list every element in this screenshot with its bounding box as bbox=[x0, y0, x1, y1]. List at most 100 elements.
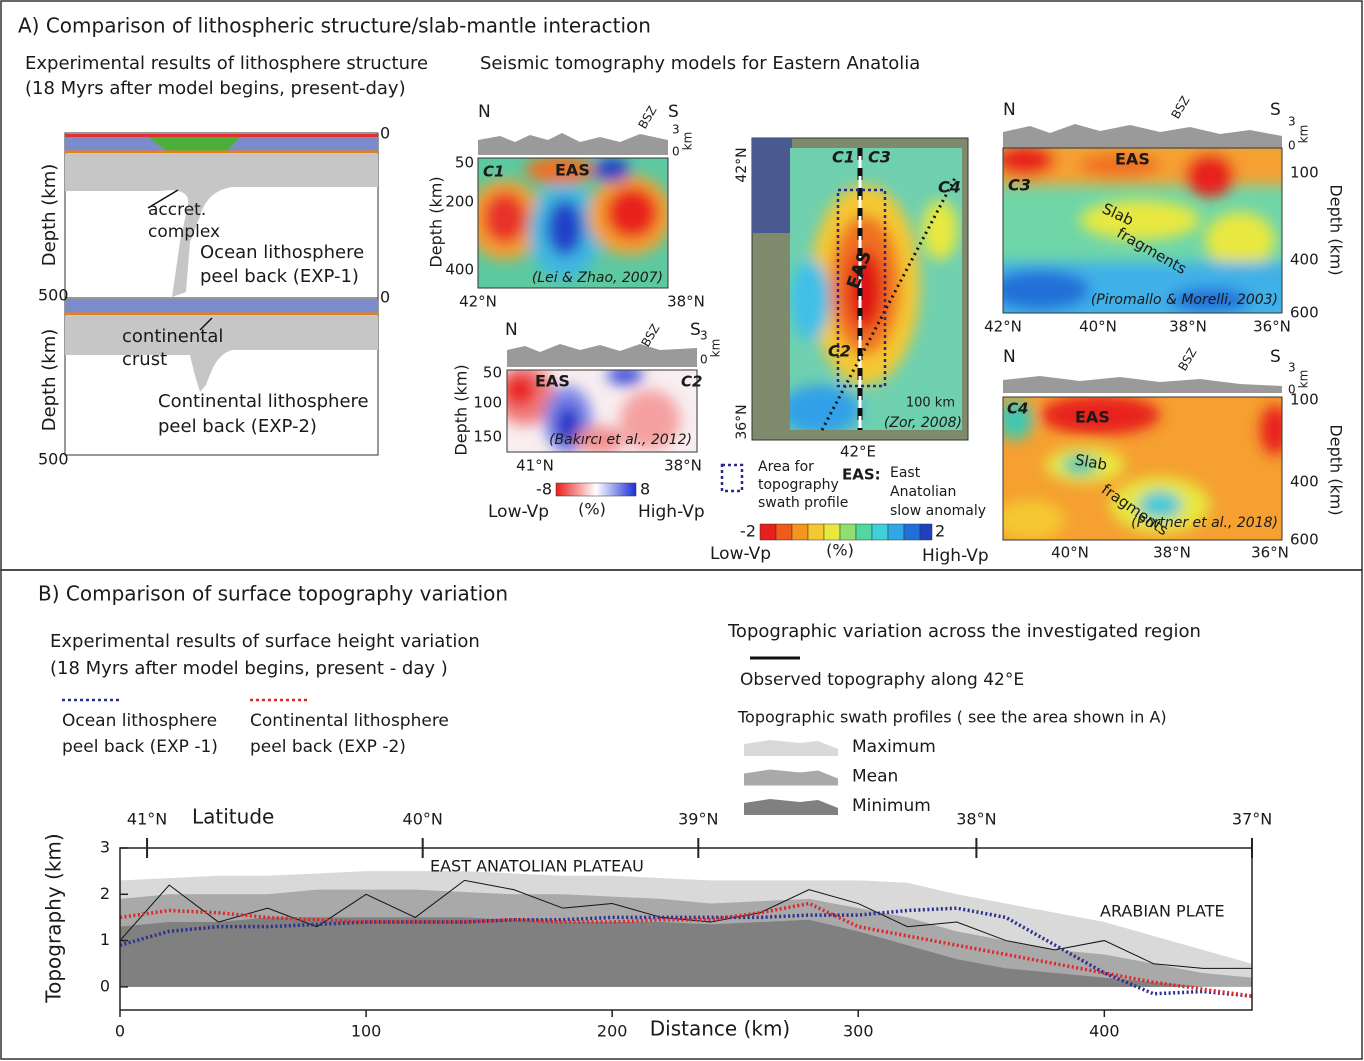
legend-title: Topographic variation across the investi… bbox=[727, 621, 1201, 642]
legend-swatch bbox=[744, 799, 838, 815]
tick-label: 42°E bbox=[840, 443, 876, 461]
annotation: BSZ bbox=[1169, 94, 1193, 122]
tick-label: 0 bbox=[380, 288, 390, 307]
tick-label: 42°N bbox=[984, 318, 1022, 336]
tick-label: 3 bbox=[700, 329, 708, 343]
colorbar-label: Low-Vp bbox=[488, 502, 549, 522]
tick-label: 36°N bbox=[734, 404, 750, 439]
tick-label: 38°N bbox=[667, 293, 705, 311]
panel-b-frame bbox=[0, 569, 1363, 1060]
legend-entry: Ocean lithosphere peel back (EXP -1) bbox=[62, 711, 218, 757]
tomography-c3 bbox=[1002, 124, 1283, 314]
legend-text: Continental lithosphere peel back (EXP -… bbox=[250, 711, 449, 757]
section-title: (18 Myrs after model begins, present-day… bbox=[25, 78, 406, 99]
profile-id: C4 bbox=[1007, 400, 1028, 418]
tick-label: 38°N bbox=[1153, 544, 1191, 562]
y-axis-title: Topography (km) bbox=[42, 833, 66, 1003]
annotation: accret. bbox=[148, 200, 206, 220]
legend-text: swath profile bbox=[758, 495, 848, 511]
tomography-c1 bbox=[477, 133, 669, 289]
section-title: Experimental results of lithosphere stru… bbox=[25, 53, 428, 74]
colorbar-label: High-Vp bbox=[638, 502, 705, 522]
x-tick-label: 200 bbox=[597, 1022, 628, 1041]
colorbar-label: 8 bbox=[640, 480, 650, 499]
y-tick-label: 1 bbox=[100, 930, 110, 949]
tick-label: 38°N bbox=[664, 457, 702, 475]
legend-text: slow anomaly bbox=[890, 503, 986, 519]
colorbar-label: 2 bbox=[935, 522, 945, 541]
section-title: (18 Myrs after model begins, present - d… bbox=[50, 658, 448, 679]
model-sketch bbox=[64, 132, 379, 456]
direction-label: S bbox=[1270, 347, 1281, 367]
legend-text: Mean bbox=[852, 767, 898, 787]
tick-label: 150 bbox=[473, 428, 502, 446]
annotation: BSZ bbox=[639, 322, 663, 350]
tick-label: 40°N bbox=[1079, 318, 1117, 336]
tick-label: 600 bbox=[1290, 531, 1319, 549]
plot-frame bbox=[119, 847, 1253, 1011]
colorbar-label: -8 bbox=[536, 480, 552, 499]
colorbar-label: -2 bbox=[740, 522, 756, 541]
axis-title: Latitude bbox=[192, 805, 274, 829]
section-title: Experimental results of surface height v… bbox=[50, 631, 480, 652]
legend-text: Observed topography along 42°E bbox=[740, 670, 1024, 690]
y-tick-label: 0 bbox=[100, 976, 110, 995]
colorbar-label: (%) bbox=[826, 541, 854, 560]
tick-label: 0 bbox=[672, 145, 680, 159]
source: (Bakırcı et al., 2012) bbox=[549, 432, 692, 448]
legend-text: Anatolian bbox=[890, 484, 956, 500]
annotation: complex bbox=[148, 222, 220, 242]
x2-tick-label: 40°N bbox=[403, 810, 443, 829]
profile-id: C2 bbox=[681, 373, 702, 391]
source: (Zor, 2008) bbox=[884, 415, 962, 431]
profile-id: C3 bbox=[868, 148, 891, 167]
tick-label: 400 bbox=[1290, 251, 1319, 269]
tomography-c4 bbox=[1002, 376, 1283, 541]
scale-label: 100 km bbox=[906, 396, 955, 411]
tick-label: 400 bbox=[1290, 473, 1319, 491]
axis-title: km bbox=[681, 132, 695, 151]
legend-swatch bbox=[744, 769, 838, 786]
tick-label: 0 bbox=[1288, 139, 1296, 153]
colorbar-label: (%) bbox=[578, 500, 606, 519]
anomaly-label: EAS bbox=[1115, 150, 1150, 169]
axis-title: Depth (km) bbox=[39, 329, 60, 432]
tick-label: 0 bbox=[1288, 383, 1296, 397]
axis-title: Depth (km) bbox=[452, 364, 471, 455]
tick-label: 0 bbox=[380, 124, 390, 143]
legend-text: Ocean lithosphere peel back (EXP -1) bbox=[62, 711, 218, 757]
anomaly-label: EAS bbox=[535, 372, 570, 391]
tick-label: 500 bbox=[38, 286, 69, 305]
legend-key: EAS: bbox=[842, 466, 881, 484]
axis-title: Depth (km) bbox=[39, 164, 60, 267]
direction-label: N bbox=[1003, 100, 1016, 120]
tick-label: 36°N bbox=[1251, 544, 1289, 562]
colorbar-label: Low-Vp bbox=[710, 544, 771, 564]
legend-entry: Continental lithosphere peel back (EXP -… bbox=[250, 711, 449, 757]
direction-label: S bbox=[668, 102, 679, 122]
x-tick-label: 100 bbox=[351, 1022, 382, 1041]
profile-id: C2 bbox=[828, 342, 851, 361]
tick-label: 3 bbox=[1288, 361, 1296, 375]
tick-label: 0 bbox=[700, 353, 708, 367]
source: (Portner et al., 2018) bbox=[1131, 515, 1278, 531]
tick-label: 3 bbox=[672, 123, 680, 137]
tick-label: 40°N bbox=[1051, 544, 1089, 562]
y-tick-label: 3 bbox=[100, 838, 110, 857]
annotation: peel back (EXP-2) bbox=[158, 416, 317, 437]
tick-label: 100 bbox=[1290, 391, 1319, 409]
tick-label: 50 bbox=[483, 364, 502, 382]
annotation: BSZ bbox=[1176, 346, 1200, 374]
x-tick-label: 300 bbox=[843, 1022, 874, 1041]
annotation: Ocean lithosphere bbox=[200, 242, 364, 263]
axis-title: km bbox=[1297, 370, 1311, 389]
tick-label: 3 bbox=[1288, 115, 1296, 129]
tick-label: 100 bbox=[473, 394, 502, 412]
anomaly-label: EAS bbox=[555, 161, 590, 180]
annotation: crust bbox=[122, 349, 167, 370]
legend-text: East bbox=[890, 465, 921, 481]
annotation: peel back (EXP-1) bbox=[200, 266, 359, 287]
annotation: EAST ANATOLIAN PLATEAU bbox=[430, 857, 644, 876]
direction-label: N bbox=[505, 320, 518, 340]
